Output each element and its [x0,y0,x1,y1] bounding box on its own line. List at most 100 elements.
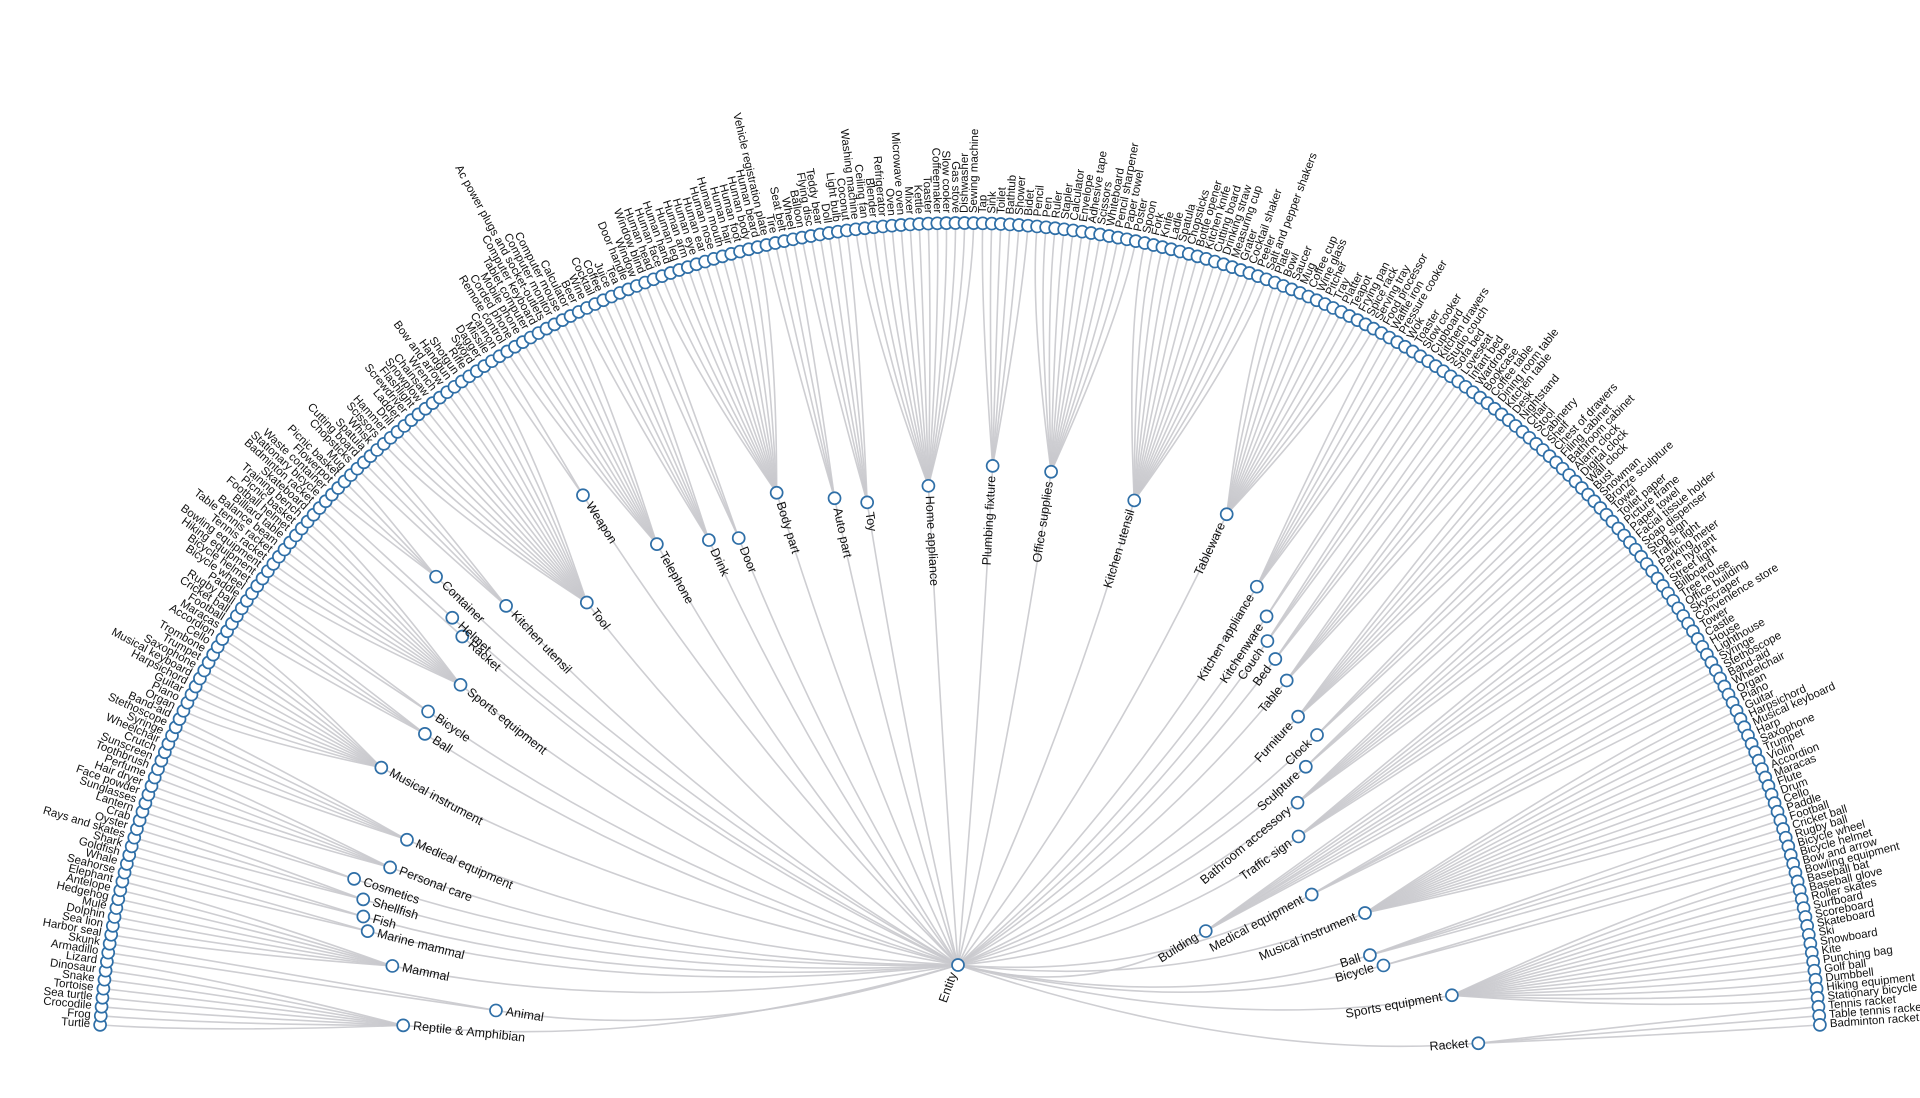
group-node[interactable] [731,531,746,545]
leaf-label: Dishwasher [959,153,971,213]
group-node[interactable] [453,677,468,692]
leaf-label: Doll [818,203,833,224]
leaf-link [325,500,453,619]
group-node[interactable] [985,459,1000,473]
leaf-link [212,653,382,769]
group-node[interactable] [769,485,784,500]
leaf-label: Kettle [911,184,924,214]
group-node[interactable] [421,704,435,719]
group-node[interactable] [400,832,414,847]
group-node[interactable] [1260,634,1275,648]
leaf-node[interactable] [1813,1018,1827,1032]
leaf-link [1256,351,1414,588]
group-node[interactable] [1249,579,1264,594]
leaf-link [1274,391,1474,660]
leaf-label: Tire [763,213,779,235]
group-node[interactable] [1259,609,1274,624]
group-node[interactable] [489,1003,503,1018]
leaf-link [586,307,710,541]
group-node[interactable] [1044,464,1058,479]
root-link [424,733,959,966]
group-node[interactable] [921,478,936,493]
leaf-link [111,934,393,967]
leaf-label: Lizard [65,950,98,966]
group-node[interactable] [1363,948,1377,962]
group-node[interactable] [1127,493,1142,508]
group-node[interactable] [579,595,594,610]
leaf-link [1266,381,1459,642]
leaf-link [594,303,710,541]
leaf-link [927,223,948,486]
group-node[interactable] [1291,829,1306,844]
leaf-link [1451,960,1814,997]
group-node[interactable] [1279,673,1294,688]
leaf-link [695,264,778,494]
leaf-link [991,224,1020,466]
group-node[interactable] [1376,958,1391,973]
root-link [582,494,959,966]
group-node[interactable] [650,537,664,552]
root-link [775,492,959,966]
group-node[interactable] [1304,887,1319,902]
group-node[interactable] [576,488,590,503]
group-node[interactable] [702,533,716,547]
group-node[interactable] [383,860,397,875]
leaf-link [602,299,710,541]
group-node[interactable] [1310,728,1324,742]
root-link [833,498,959,966]
leaf-label: Crocodile [43,996,92,1012]
leaf-link [1286,408,1496,681]
leaf-link [154,776,391,869]
leaf-link [468,375,588,603]
group-node[interactable] [429,569,443,584]
group-node[interactable] [1291,709,1305,724]
leaf-link [100,1015,404,1027]
group-node[interactable] [499,599,513,613]
root-link [957,679,1288,966]
leaf-label: Golf ball [1824,958,1867,975]
leaf-link [721,256,778,493]
group-node[interactable] [396,1018,411,1033]
leaf-link [610,296,710,541]
group-node[interactable] [418,727,432,741]
leaf-link [991,223,1002,466]
root-link [403,964,959,1033]
group-node[interactable] [1268,652,1283,666]
leaf-link [1265,365,1437,617]
root-link [451,617,959,966]
leaf-link [1205,607,1679,932]
leaf-link [783,240,836,499]
leaf-link [1451,889,1800,997]
leaf-link [461,381,588,603]
leaf-label: Blender [863,177,879,218]
group-node[interactable] [356,892,371,907]
group-node[interactable] [455,629,470,644]
group-node[interactable] [827,491,842,506]
group-node[interactable] [385,959,400,973]
group-node[interactable] [1219,507,1234,522]
group-node[interactable] [374,760,389,775]
leaf-link [1364,776,1766,914]
leaf-link [383,443,588,604]
root-link [957,513,1228,966]
group-node[interactable] [356,909,371,924]
leaf-link [129,854,364,918]
group-node[interactable] [1198,924,1213,938]
group-label: Tableware [1191,520,1228,578]
group-node[interactable] [445,610,460,625]
group-node[interactable] [347,872,361,886]
group-label: Ball [430,733,455,756]
leaf-link [1050,232,1092,472]
group-node[interactable] [1358,906,1372,920]
group-label: Building [1156,930,1201,966]
group-node[interactable] [360,924,375,938]
leaf-link [1050,229,1065,472]
root-node[interactable] [951,958,965,972]
group-node[interactable] [1298,759,1313,774]
group-node[interactable] [1445,988,1459,1003]
group-node[interactable] [1471,1036,1486,1051]
leaf-link [1274,397,1481,660]
leaf-link [1265,360,1429,617]
group-node[interactable] [1290,795,1305,810]
group-node[interactable] [860,495,875,510]
